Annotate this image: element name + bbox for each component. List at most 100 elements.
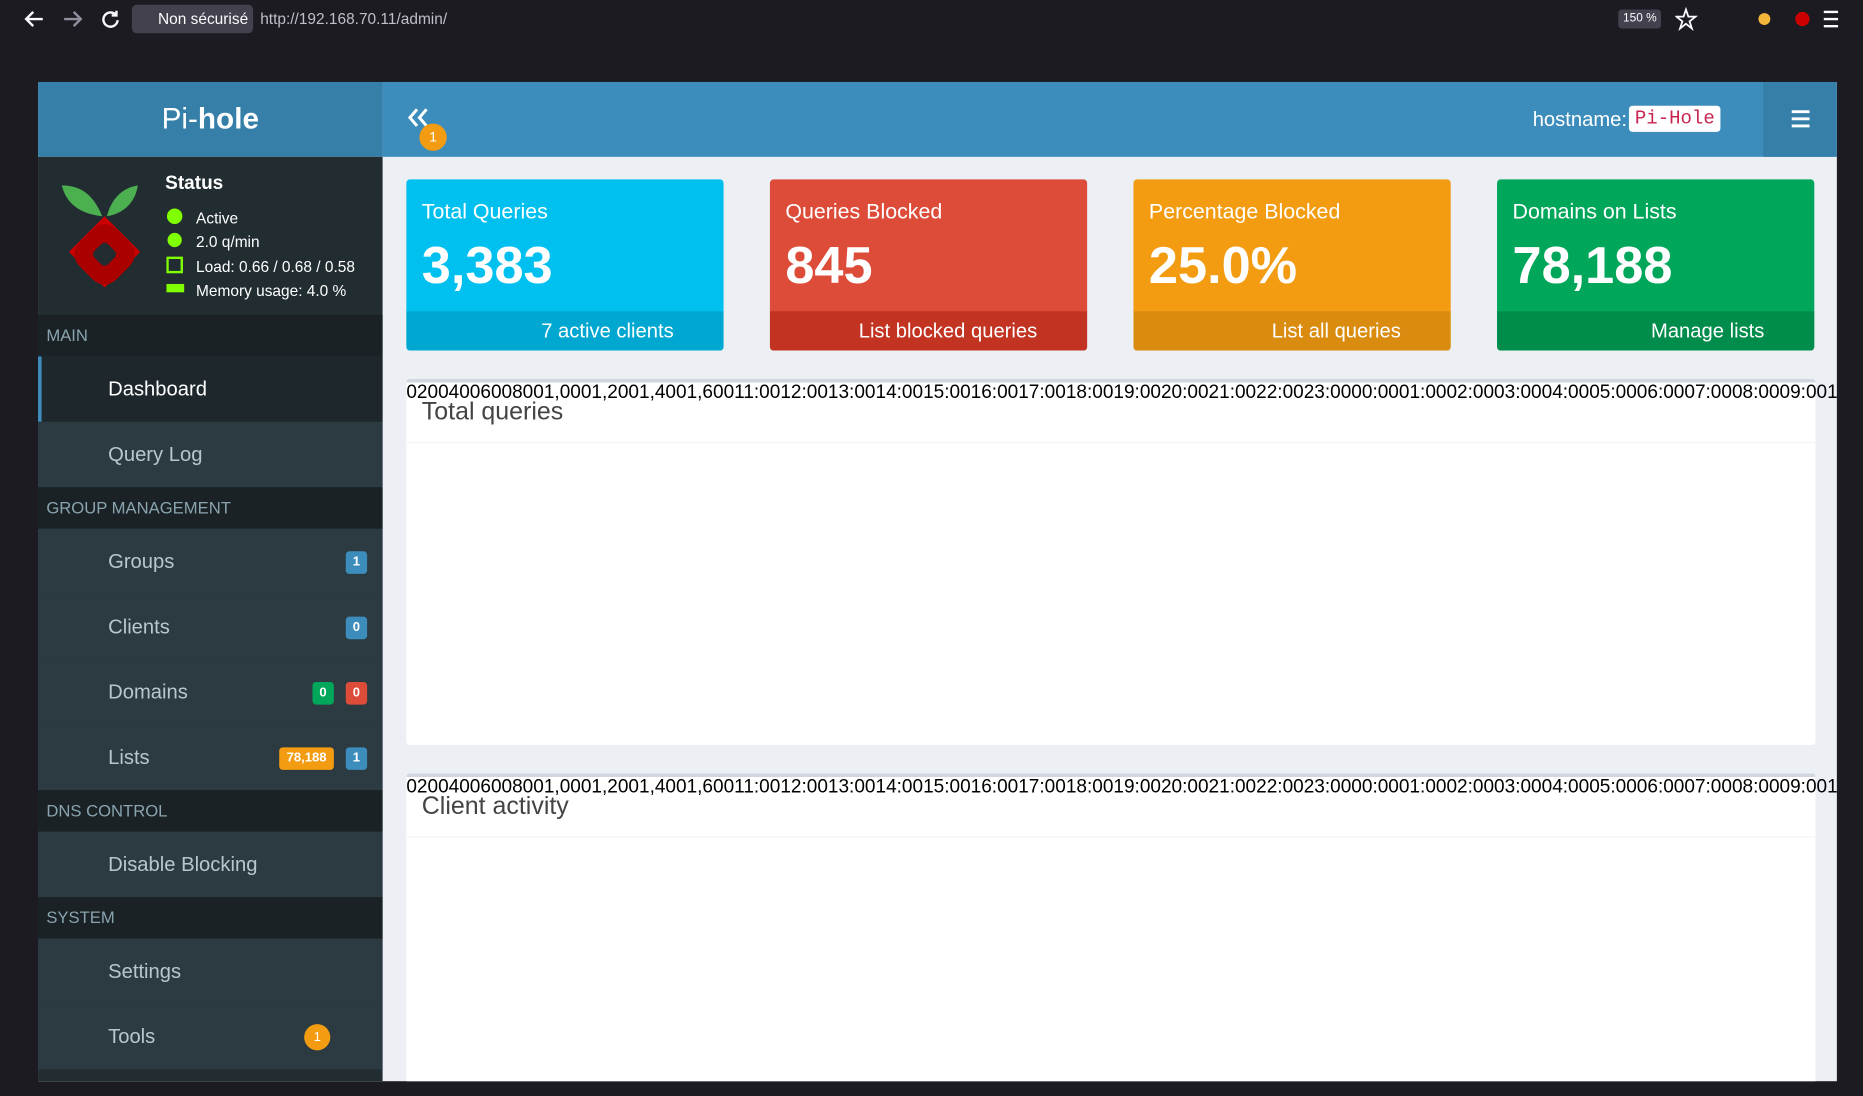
x-tick-label: 22:00 bbox=[1256, 382, 1304, 403]
menu-badge: 1 bbox=[304, 1024, 331, 1051]
status-panel: Status Active 2.0 q/min Load: 0.66 / 0.6… bbox=[38, 157, 383, 315]
card-link[interactable]: 7 active clients bbox=[541, 319, 674, 343]
logo-text: Pi- bbox=[161, 102, 198, 136]
status-load: Load: 0.66 / 0.68 / 0.58 bbox=[196, 257, 355, 276]
hostname-label: hostname: bbox=[1532, 108, 1628, 131]
y-tick-label: 0 bbox=[406, 382, 417, 403]
x-tick-label: 15:00 bbox=[923, 777, 971, 798]
x-tick-label: 00:00 bbox=[1351, 777, 1399, 798]
status-lines: Active 2.0 q/min Load: 0.66 / 0.68 / 0.5… bbox=[196, 207, 355, 303]
card-value: 845 bbox=[785, 236, 873, 295]
y-tick-label: 1,400 bbox=[638, 382, 687, 403]
menu-item[interactable]: Tools 1 bbox=[38, 1003, 383, 1070]
x-tick-label: 22:00 bbox=[1256, 777, 1304, 798]
x-tick-label: 07:00 bbox=[1684, 777, 1732, 798]
y-tick-label: 600 bbox=[480, 777, 513, 798]
x-tick-label: 05:00 bbox=[1589, 382, 1637, 403]
chart-title: Client activity bbox=[421, 792, 569, 820]
menu-badge: 0 bbox=[345, 681, 368, 705]
x-tick-label: 04:00 bbox=[1541, 382, 1590, 403]
notification-badge: 1 bbox=[419, 123, 447, 151]
menu-item[interactable]: Domains 0 0 bbox=[38, 659, 383, 725]
logo-bold: hole bbox=[197, 102, 259, 136]
section-header: DNS CONTROL bbox=[38, 790, 383, 832]
x-tick-label: 10:00 bbox=[1827, 382, 1837, 403]
y-tick-label: 800 bbox=[512, 382, 544, 403]
card-link[interactable]: List all queries bbox=[1271, 319, 1401, 343]
menu-item[interactable]: Dashboard bbox=[38, 356, 383, 422]
logo[interactable]: Pi-hole bbox=[38, 81, 383, 157]
x-tick-label: 21:00 bbox=[1208, 777, 1257, 798]
y-tick-label: 1,200 bbox=[591, 382, 639, 403]
y-tick-label: 400 bbox=[448, 777, 481, 798]
card-footer[interactable]: List blocked queries bbox=[769, 311, 1088, 351]
card-footer[interactable]: Manage lists bbox=[1497, 311, 1815, 351]
nav-buttons[interactable] bbox=[21, 7, 128, 31]
y-tick-label: 200 bbox=[416, 777, 449, 798]
menu-label: Clients bbox=[108, 615, 170, 639]
section-header: MAIN bbox=[38, 314, 383, 357]
menu-label: Settings bbox=[108, 960, 182, 983]
stat-card: Domains on Lists 78,188 Manage lists bbox=[1497, 179, 1815, 351]
x-tick-label: 17:00 bbox=[1018, 382, 1066, 403]
x-tick-label: 08:00 bbox=[1731, 382, 1780, 403]
x-tick-label: 03:00 bbox=[1494, 382, 1542, 403]
url[interactable]: http://192.168.70.11/admin/ bbox=[260, 9, 448, 28]
x-tick-label: 14:00 bbox=[875, 777, 924, 798]
x-tick-label: 23:00 bbox=[1303, 777, 1352, 798]
stat-card: Queries Blocked 845 List blocked queries bbox=[769, 179, 1088, 351]
menu-label: Tools bbox=[108, 1025, 156, 1048]
card-title: Domains on Lists bbox=[1512, 199, 1677, 224]
x-tick-label: 13:00 bbox=[827, 382, 876, 403]
x-tick-label: 09:00 bbox=[1779, 382, 1828, 403]
menu-item[interactable]: Disable Blocking bbox=[38, 831, 383, 898]
x-tick-label: 08:00 bbox=[1731, 777, 1780, 798]
x-tick-label: 20:00 bbox=[1160, 777, 1209, 798]
x-tick-label: 13:00 bbox=[827, 777, 876, 798]
menu-item[interactable]: Groups 1 bbox=[38, 528, 383, 595]
x-tick-label: 04:00 bbox=[1541, 777, 1590, 798]
x-tick-label: 07:00 bbox=[1684, 382, 1732, 403]
x-tick-label: 19:00 bbox=[1113, 382, 1161, 403]
card-value: 3,383 bbox=[421, 236, 553, 295]
card-footer[interactable]: 7 active clients bbox=[406, 311, 724, 351]
card-link[interactable]: Manage lists bbox=[1650, 319, 1765, 343]
toolbar-icons[interactable] bbox=[1675, 7, 1853, 31]
x-tick-label: 23:00 bbox=[1303, 382, 1352, 403]
x-tick-label: 06:00 bbox=[1636, 777, 1685, 798]
menu-label: Lists bbox=[108, 746, 150, 769]
y-tick-label: 1,200 bbox=[591, 777, 639, 798]
status-state: Active bbox=[196, 209, 239, 227]
y-tick-label: 600 bbox=[480, 382, 513, 403]
x-tick-label: 01:00 bbox=[1398, 777, 1447, 798]
card-link[interactable]: List blocked queries bbox=[858, 319, 1038, 343]
menu-label: Disable Blocking bbox=[108, 853, 258, 876]
menu-item[interactable]: Settings bbox=[38, 938, 383, 1004]
x-tick-label: 02:00 bbox=[1446, 382, 1495, 403]
x-tick-label: 03:00 bbox=[1494, 777, 1542, 798]
card-footer[interactable]: List all queries bbox=[1133, 311, 1451, 351]
x-tick-label: 14:00 bbox=[875, 382, 924, 403]
security-indicator[interactable]: Non sécurisé bbox=[131, 4, 254, 34]
menu-item[interactable]: Clients 0 bbox=[38, 594, 383, 660]
menu-item[interactable]: Lists 1 78,188 bbox=[38, 724, 383, 791]
x-tick-label: 02:00 bbox=[1446, 777, 1495, 798]
menu-item[interactable]: Query Log bbox=[38, 421, 383, 488]
x-tick-label: 05:00 bbox=[1589, 777, 1637, 798]
menu-badge: 0 bbox=[345, 616, 368, 640]
x-tick-label: 18:00 bbox=[1065, 382, 1114, 403]
x-tick-label: 16:00 bbox=[970, 382, 1019, 403]
x-tick-label: 09:00 bbox=[1779, 777, 1828, 798]
top-bar: 1 hostname: Pi-Hole bbox=[382, 81, 1837, 157]
zoom[interactable]: 150 % bbox=[1618, 9, 1662, 29]
x-tick-label: 11:00 bbox=[734, 777, 781, 798]
x-tick-label: 19:00 bbox=[1113, 777, 1161, 798]
card-value: 25.0% bbox=[1148, 236, 1298, 295]
card-title: Percentage Blocked bbox=[1148, 199, 1341, 224]
stat-card: Total Queries 3,383 7 active clients bbox=[406, 179, 724, 351]
y-tick-label: 0 bbox=[406, 777, 417, 798]
toggle-sidebar[interactable] bbox=[406, 106, 432, 132]
menu-button[interactable] bbox=[1763, 81, 1837, 157]
